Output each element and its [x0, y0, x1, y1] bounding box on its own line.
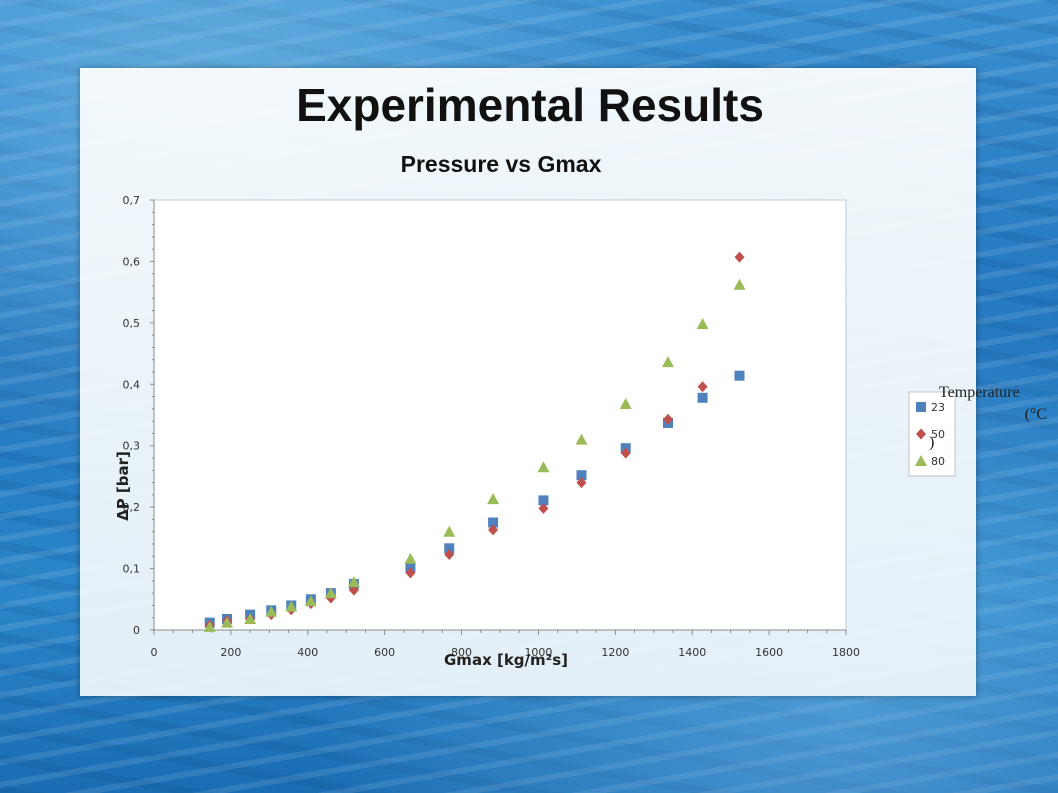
y-tick-label: 0,7	[123, 194, 141, 207]
data-point-50	[405, 567, 416, 579]
x-tick-label: 1000	[524, 646, 552, 659]
data-point-80	[221, 616, 234, 628]
data-point-23	[405, 562, 416, 573]
x-tick-label: 600	[374, 646, 395, 659]
data-point-50	[538, 502, 549, 514]
data-point-23	[488, 517, 499, 528]
y-tick-label: 0,3	[123, 440, 141, 453]
legend-entry-23: 23	[931, 401, 945, 414]
scatter-chart: Pressure vs Gmax 00,10,20,30,40,50,60,70…	[114, 151, 956, 669]
data-point-50	[488, 524, 499, 536]
x-tick-label: 800	[451, 646, 472, 659]
x-axis-label: Gmax [kg/m²s]	[444, 651, 568, 669]
data-point-80	[304, 595, 317, 607]
data-point-50	[444, 548, 455, 560]
data-point-80	[285, 600, 298, 612]
data-point-80	[244, 612, 257, 624]
data-point-50	[734, 251, 745, 263]
data-point-23	[734, 370, 745, 381]
y-tick-label: 0,5	[123, 317, 141, 330]
data-point-80	[575, 433, 588, 445]
x-tick-label: 1400	[678, 646, 706, 659]
x-tick-label: 0	[151, 646, 158, 659]
data-marks	[203, 251, 746, 632]
data-point-80	[487, 493, 500, 505]
data-point-80	[443, 525, 456, 537]
data-point-23	[444, 543, 455, 554]
data-point-50	[576, 477, 587, 489]
data-point-50	[620, 447, 631, 459]
data-point-50	[697, 381, 708, 393]
data-point-80	[662, 356, 675, 368]
legend-title-line-3: )	[929, 434, 935, 451]
data-point-80	[537, 461, 550, 473]
y-tick-label: 0,1	[123, 563, 141, 576]
y-tick-label: 0,6	[123, 255, 141, 268]
data-point-80	[324, 587, 337, 599]
data-point-80	[203, 620, 216, 632]
chart-title: Pressure vs Gmax	[401, 151, 602, 177]
legend: 23 50 80	[908, 391, 956, 477]
data-point-80	[265, 605, 278, 617]
data-point-50	[663, 413, 674, 425]
data-point-80	[404, 552, 417, 564]
axes: 0 0,1 0,2 0,3 0,4 0,5 0,6 0,7 0 200 400 600 800 1000 1…	[123, 194, 861, 659]
y-tick-label: 0,4	[123, 378, 141, 391]
x-tick-label: 400	[297, 646, 318, 659]
legend-entry-50: 50	[931, 428, 945, 441]
data-point-80	[733, 278, 746, 290]
x-tick-label: 1600	[755, 646, 783, 659]
y-tick-label: 0	[133, 624, 140, 637]
legend-title: Temperature (°C )	[929, 384, 1049, 451]
y-tick-label: 0,2	[123, 501, 141, 514]
x-tick-label: 1800	[832, 646, 860, 659]
slide-title: Experimental Results	[296, 79, 764, 131]
x-tick-label: 1200	[601, 646, 629, 659]
legend-title-line-1: Temperature	[939, 384, 1020, 401]
legend-marker-50	[916, 428, 926, 440]
data-point-23	[576, 470, 587, 481]
legend-marker-23	[916, 402, 926, 412]
data-point-23	[697, 392, 708, 403]
data-point-80	[619, 397, 632, 409]
y-axis-label: ΔP [bar]	[114, 451, 132, 521]
legend-title-line-2: (°C	[1024, 406, 1047, 423]
data-point-80	[347, 576, 360, 588]
legend-entry-80: 80	[931, 455, 945, 468]
legend-marker-80	[915, 455, 927, 466]
data-point-80	[696, 318, 709, 330]
data-point-23	[538, 495, 549, 506]
x-tick-label: 200	[220, 646, 241, 659]
data-point-50	[348, 584, 359, 596]
plot-area	[153, 199, 847, 631]
